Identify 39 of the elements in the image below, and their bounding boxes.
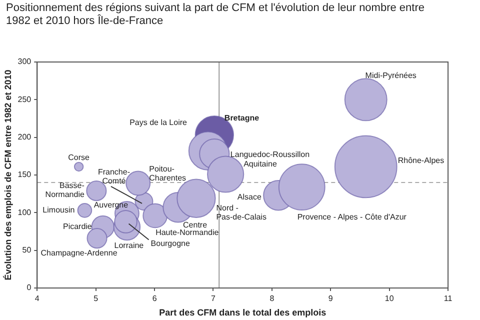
y-tick-label: 0 <box>26 283 32 292</box>
y-tick-label: 50 <box>22 246 32 255</box>
x-tick-label: 9 <box>328 294 334 304</box>
y-tick-label: 150 <box>18 170 32 180</box>
y-tick-label: 100 <box>18 208 32 217</box>
x-tick-label: 7 <box>211 294 216 304</box>
y-tick-label: 200 <box>18 132 32 142</box>
x-tick-label: 10 <box>384 294 394 304</box>
annotation: Basse- Normandie <box>45 181 85 200</box>
annotation: Pays de la Loire <box>130 118 188 128</box>
annotation: Bretagne <box>224 113 260 122</box>
annotation: Poitou- Charentes <box>149 164 186 182</box>
annotation: Nord - Pas-de-Calais <box>216 204 266 222</box>
annotation: Picardie <box>62 222 92 232</box>
annotation: Centre <box>183 220 208 230</box>
chart-title: Positionnement des régions suivant la part de CFM et l'évolution de leur nombre entre 1982 et 2010 hors Île-de-France <box>6 2 426 28</box>
y-tick-label: 250 <box>18 94 32 104</box>
annotation: Franche- Comté <box>98 168 130 186</box>
y-axis-title: Évolution des emplois de CFM entre 1982 et 2010 <box>2 70 13 280</box>
x-tick-label: 11 <box>444 294 453 304</box>
annotation: Champagne-Ardenne <box>40 248 118 258</box>
annotation: Midi-Pyrénées <box>365 70 416 80</box>
annotation: Alsace <box>237 192 262 202</box>
annotation: Limousin <box>42 206 75 215</box>
annotation: Provence - Alpes - Côte d'Azur <box>297 212 407 222</box>
x-axis-title: Part des CFM dans le total des emplois <box>159 308 326 318</box>
annotation: Aquitaine <box>244 159 278 168</box>
x-tick-label: 6 <box>152 294 158 304</box>
annotation: Auvergne <box>94 200 129 210</box>
annotation: Haute-Normandie <box>156 228 220 237</box>
x-tick-label: 8 <box>270 294 275 304</box>
x-tick-label: 5 <box>94 294 99 304</box>
annotation: Rhône-Alpes <box>398 156 444 165</box>
annotation: Bourgogne <box>150 238 190 248</box>
annotation: Lorraine <box>114 241 144 250</box>
x-tick-label: 4 <box>34 294 40 304</box>
annotation: Corse <box>68 152 90 162</box>
y-tick-label: 300 <box>18 57 32 66</box>
annotation: Languedoc-Roussillon <box>230 150 310 160</box>
